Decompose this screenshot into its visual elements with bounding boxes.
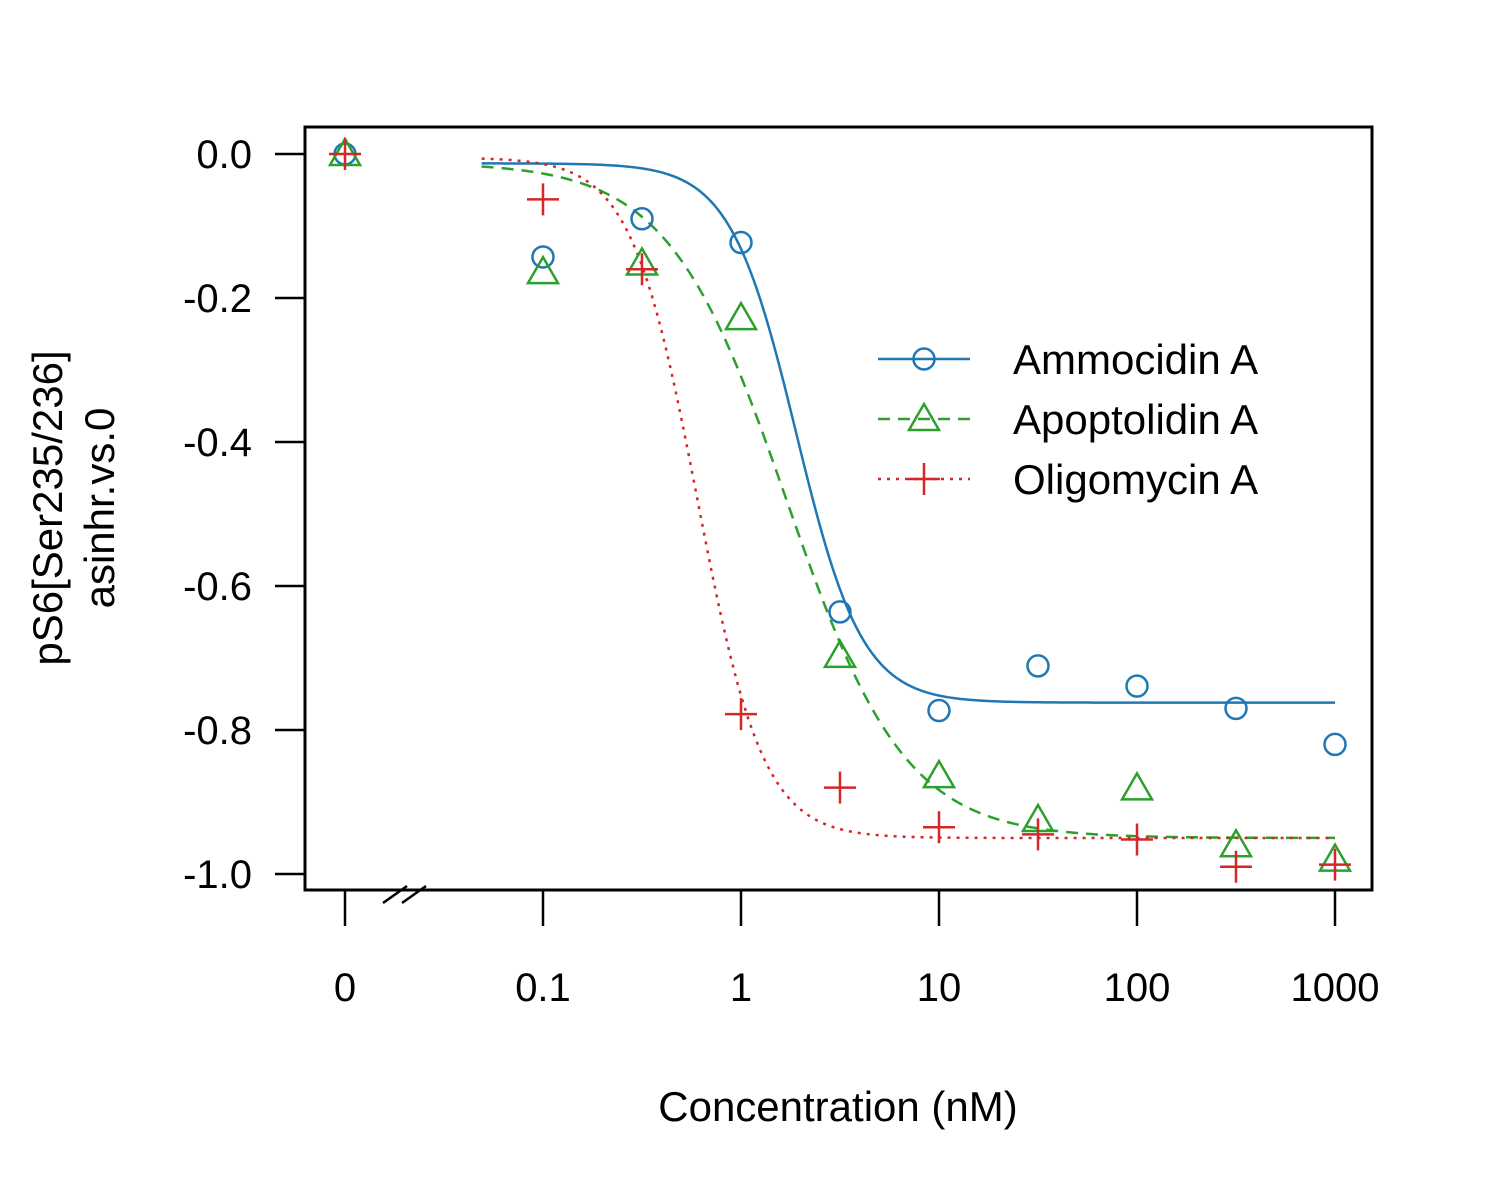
data-point [525, 254, 561, 285]
data-point [729, 230, 753, 255]
data-point [630, 207, 654, 231]
axis-break-mark [382, 884, 427, 905]
data-point [531, 245, 555, 269]
x-tick-label: 100 [1104, 966, 1171, 1010]
legend-marker [908, 463, 940, 495]
data-point [1125, 674, 1149, 698]
legend-label: Apoptolidin A [1013, 396, 1258, 443]
data-point [1323, 732, 1347, 757]
data-point [723, 300, 759, 331]
y-axis-title-line-1: pS6[Ser235/236] [24, 350, 71, 665]
y-tick-label: -0.4 [183, 421, 252, 465]
fit-curve [481, 157, 1335, 840]
data-point [527, 183, 559, 216]
legend: Ammocidin A Apoptolidin A Oligomycin A [878, 336, 1258, 503]
x-tick-label: 0 [334, 966, 356, 1010]
y-axis: 0.0 -0.2 -0.4 -0.6 -0.8 -1.0 [183, 133, 305, 897]
data-point [923, 811, 955, 844]
data-point [1219, 850, 1252, 883]
data-point [921, 758, 957, 789]
x-tick-label: 1000 [1291, 966, 1380, 1010]
data-points [327, 136, 1353, 883]
legend-label: Ammocidin A [1013, 336, 1258, 383]
x-axis-title: Concentration (nM) [658, 1083, 1017, 1130]
y-tick-label: -0.2 [183, 277, 252, 321]
data-point [625, 253, 658, 286]
data-point [1121, 823, 1153, 856]
y-tick-label: 0.0 [196, 133, 252, 177]
data-point [725, 698, 757, 731]
y-tick-label: -1.0 [183, 853, 252, 897]
fit-curves [481, 157, 1335, 840]
x-tick-label: 1 [730, 966, 752, 1010]
y-tick-label: -0.6 [183, 565, 252, 609]
y-tick-label: -0.8 [183, 709, 252, 753]
x-tick-label: 0.1 [515, 966, 571, 1010]
legend-label: Oligomycin A [1013, 456, 1258, 503]
data-point [822, 638, 858, 669]
y-axis-title-line-2: asinhr.vs.0 [76, 408, 123, 609]
legend-marker [906, 401, 942, 432]
data-point [329, 138, 361, 170]
data-point [1319, 848, 1351, 881]
x-tick-label: 10 [917, 966, 962, 1010]
legend-marker [912, 347, 936, 371]
data-point [823, 771, 856, 804]
x-axis: 0 0.1 1 10 100 1000 [334, 888, 1380, 1010]
data-point [828, 600, 852, 624]
data-point [1224, 696, 1248, 721]
fit-curve [481, 162, 1335, 704]
data-point [927, 698, 951, 723]
data-point [1021, 818, 1054, 851]
data-point [1119, 770, 1155, 801]
data-point [1026, 654, 1050, 678]
